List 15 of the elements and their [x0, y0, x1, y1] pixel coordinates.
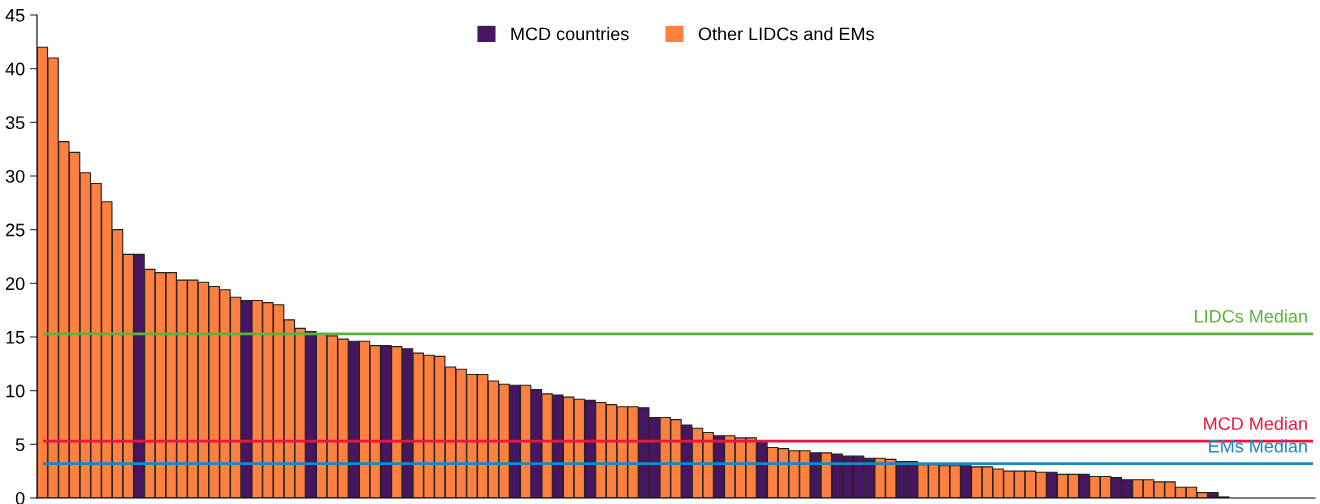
y-tick-label: 10: [6, 384, 25, 398]
y-tick-label: 20: [6, 277, 25, 291]
legend-label: Other LIDCs and EMs: [698, 27, 874, 41]
y-tick-label: 15: [6, 331, 25, 344]
y-tick-label: 25: [6, 223, 25, 237]
y-tick-label: 30: [5, 169, 25, 183]
ref-line-label: EMs Median: [1209, 439, 1307, 453]
y-tick-label: 45: [5, 9, 25, 22]
legend-label: MCD countries: [511, 27, 629, 41]
ref-line-label: LIDCs Median: [1195, 309, 1307, 323]
y-tick-label: 40: [5, 62, 25, 76]
y-tick-label: 5: [15, 438, 25, 452]
y-tick-label: 35: [5, 116, 25, 130]
ref-line-label: MCD Median: [1204, 416, 1307, 431]
y-tick-label: 0: [15, 491, 25, 504]
